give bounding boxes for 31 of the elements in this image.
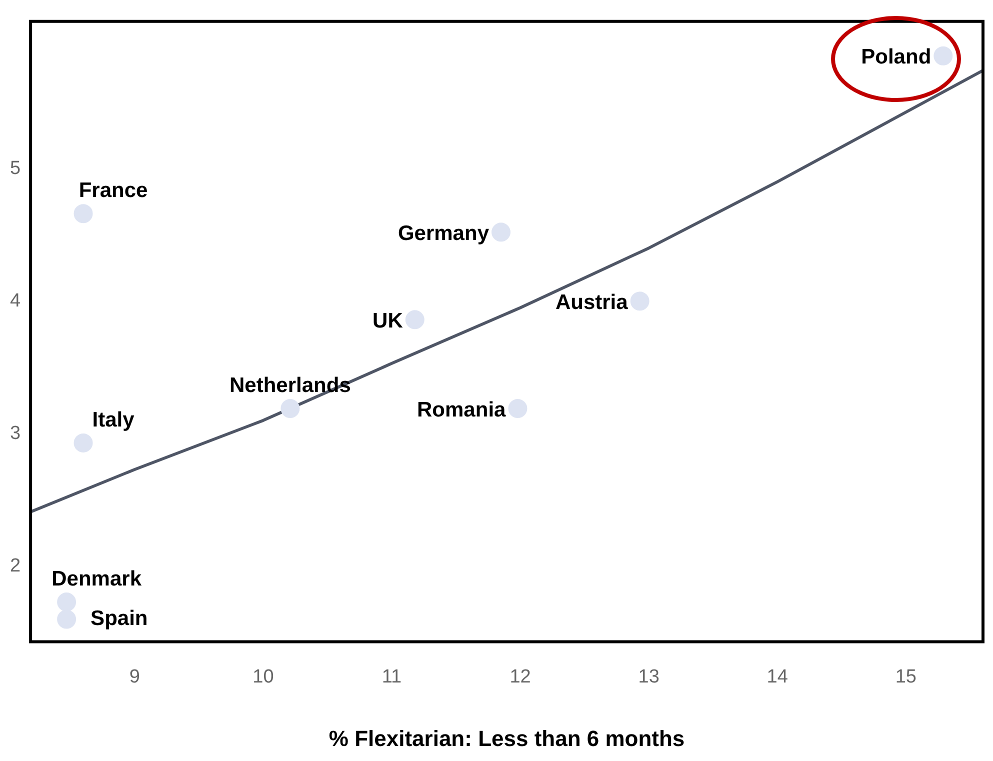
y-tick-label: 4	[10, 290, 21, 312]
annotation: Germany	[398, 222, 490, 245]
annotation: Denmark	[52, 567, 142, 590]
annotation: Romania	[417, 398, 506, 422]
x-tick-label: 15	[895, 666, 916, 688]
point	[57, 610, 76, 629]
point	[934, 46, 953, 66]
annotation: Spain	[90, 607, 148, 630]
point	[74, 204, 93, 224]
annotation: Italy	[92, 408, 135, 432]
x-tick-label: 11	[382, 666, 402, 688]
point	[405, 310, 424, 330]
y-tick-label: 5	[10, 158, 21, 179]
annotation: Poland	[861, 46, 932, 69]
x-tick-label: 13	[638, 666, 660, 688]
x-tick-label: 10	[252, 666, 274, 688]
x-axis-title: % Flexitarian: Less than 6 months	[328, 726, 685, 751]
annotation: Austria	[555, 290, 628, 314]
point	[57, 592, 76, 612]
x-tick-label: 9	[129, 666, 140, 688]
x-tick-label: 12	[510, 666, 531, 688]
y-tick-label: 2	[10, 555, 21, 576]
point	[74, 433, 93, 452]
point	[492, 222, 510, 242]
annotation: UK	[372, 309, 403, 332]
point	[280, 398, 300, 418]
y-tick-label: 3	[10, 422, 21, 444]
x-tick-label: 14	[766, 666, 788, 688]
annotation: France	[78, 178, 148, 202]
point	[508, 398, 528, 418]
point	[630, 292, 650, 311]
